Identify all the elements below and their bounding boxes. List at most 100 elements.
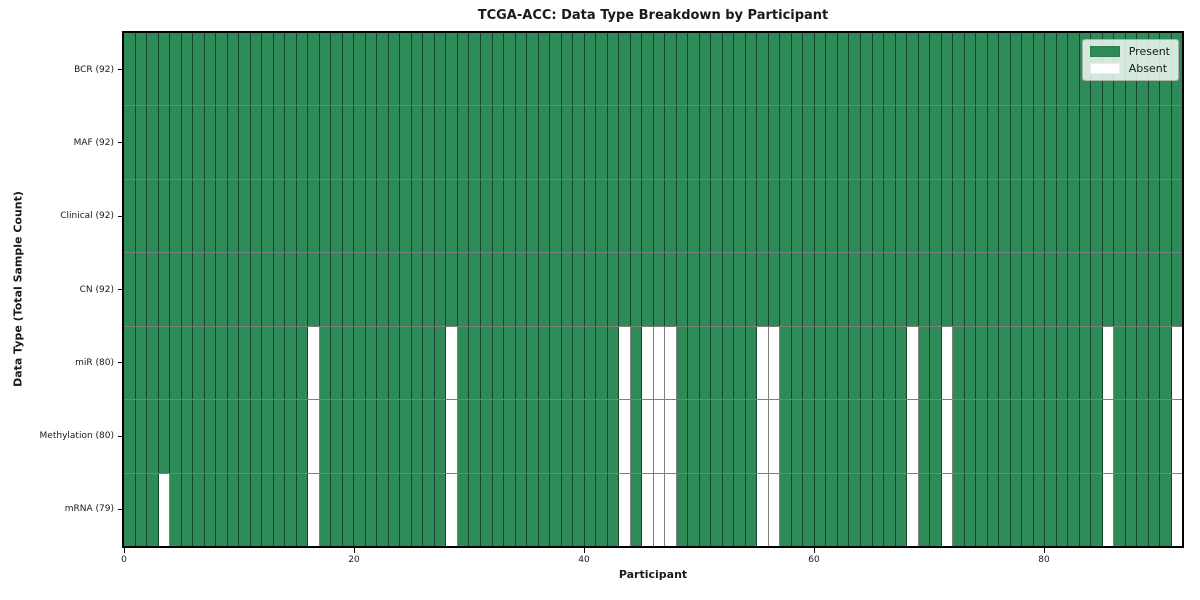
matrix-cell-present <box>573 106 585 179</box>
matrix-cell-present <box>814 253 827 326</box>
matrix-cell-present <box>480 400 493 473</box>
matrix-cell-present <box>803 33 815 106</box>
matrix-cell-present <box>849 33 861 106</box>
matrix-cell-present <box>607 179 620 253</box>
matrix-cell-present <box>872 106 885 179</box>
matrix-cell-present <box>1010 179 1023 253</box>
matrix-cell-present <box>780 179 792 253</box>
matrix-cell-present <box>884 473 896 546</box>
matrix-cell-present <box>434 106 447 179</box>
matrix-cell-present <box>365 33 378 106</box>
matrix-cell-present <box>527 253 539 326</box>
matrix-cell-present <box>930 106 942 179</box>
matrix-cell-present <box>1010 106 1023 179</box>
matrix-cell-present <box>469 253 481 326</box>
y-tick-mark <box>118 362 123 364</box>
y-tick-mark <box>118 508 123 510</box>
matrix-cell-present <box>734 400 746 473</box>
matrix-cell-present <box>1125 179 1138 253</box>
matrix-cell-present <box>642 179 654 253</box>
matrix-cell-present <box>135 473 148 546</box>
matrix-cell-present <box>722 326 735 400</box>
matrix-cell-present <box>849 179 861 253</box>
matrix-cell-present <box>1160 106 1172 179</box>
matrix-cell-present <box>573 473 585 546</box>
matrix-cell-present <box>561 33 574 106</box>
matrix-cell-present <box>354 33 366 106</box>
matrix-cell-present <box>872 33 885 106</box>
matrix-cell-present <box>250 326 263 400</box>
matrix-cell-present <box>734 106 746 179</box>
matrix-cell-present <box>538 253 551 326</box>
matrix-cell-present <box>342 326 355 400</box>
matrix-cell-absent <box>653 473 666 546</box>
matrix-cell-present <box>1045 400 1057 473</box>
matrix-cell-present <box>596 400 608 473</box>
matrix-cell-present <box>1148 326 1161 400</box>
matrix-cell-present <box>1056 253 1069 326</box>
matrix-cell-present <box>964 473 977 546</box>
matrix-cell-present <box>976 106 988 179</box>
matrix-cell-present <box>630 326 643 400</box>
matrix-cell-present <box>688 400 700 473</box>
matrix-cell-present <box>411 253 424 326</box>
matrix-cell-present <box>964 106 977 179</box>
matrix-cell-present <box>1137 179 1149 253</box>
matrix-cell-present <box>423 179 435 253</box>
matrix-cell-present <box>1022 400 1034 473</box>
matrix-cell-present <box>745 400 758 473</box>
matrix-cell-present <box>803 179 815 253</box>
matrix-cell-present <box>814 33 827 106</box>
matrix-cell-present <box>400 326 412 400</box>
x-tick-label: 80 <box>1038 555 1050 565</box>
matrix-cell-absent <box>941 400 954 473</box>
matrix-cell-present <box>388 106 401 179</box>
matrix-cell-present <box>803 400 815 473</box>
matrix-cell-present <box>1171 179 1183 253</box>
y-tick-mark <box>118 69 123 71</box>
x-tick-mark <box>123 548 125 553</box>
matrix-cell-present <box>722 106 735 179</box>
matrix-cell-present <box>861 473 873 546</box>
matrix-cell-present <box>1056 179 1069 253</box>
matrix-cell-present <box>1033 106 1046 179</box>
matrix-cell-present <box>1148 179 1161 253</box>
matrix-cell-present <box>964 400 977 473</box>
matrix-cell-present <box>780 473 792 546</box>
matrix-cell-present <box>158 253 171 326</box>
matrix-cell-present <box>630 400 643 473</box>
matrix-cell-present <box>1079 473 1092 546</box>
matrix-cell-present <box>1114 473 1126 546</box>
matrix-cell-present <box>1068 106 1080 179</box>
matrix-cell-present <box>918 33 931 106</box>
matrix-cell-present <box>930 179 942 253</box>
matrix-cell-present <box>170 33 182 106</box>
matrix-cell-present <box>216 400 228 473</box>
matrix-cell-present <box>400 179 412 253</box>
matrix-cell-present <box>941 33 954 106</box>
matrix-cell-present <box>607 473 620 546</box>
matrix-cell-present <box>181 33 194 106</box>
matrix-cell-present <box>573 33 585 106</box>
matrix-cell-present <box>584 326 597 400</box>
matrix-cell-present <box>630 33 643 106</box>
matrix-cell-present <box>849 326 861 400</box>
matrix-cell-present <box>780 326 792 400</box>
matrix-cell-present <box>285 179 297 253</box>
matrix-cell-present <box>480 473 493 546</box>
matrix-cell-present <box>757 179 769 253</box>
matrix-cell-present <box>492 326 505 400</box>
matrix-cell-present <box>227 400 240 473</box>
matrix-cell-present <box>1091 473 1103 546</box>
matrix-cell-present <box>434 326 447 400</box>
matrix-cell-present <box>239 253 251 326</box>
matrix-cell-present <box>745 473 758 546</box>
matrix-cell-present <box>953 33 965 106</box>
matrix-cell-present <box>596 473 608 546</box>
matrix-cell-present <box>515 326 528 400</box>
matrix-cell-present <box>918 179 931 253</box>
matrix-cell-present <box>377 179 389 253</box>
matrix-cell-present <box>630 106 643 179</box>
matrix-cell-present <box>400 106 412 179</box>
